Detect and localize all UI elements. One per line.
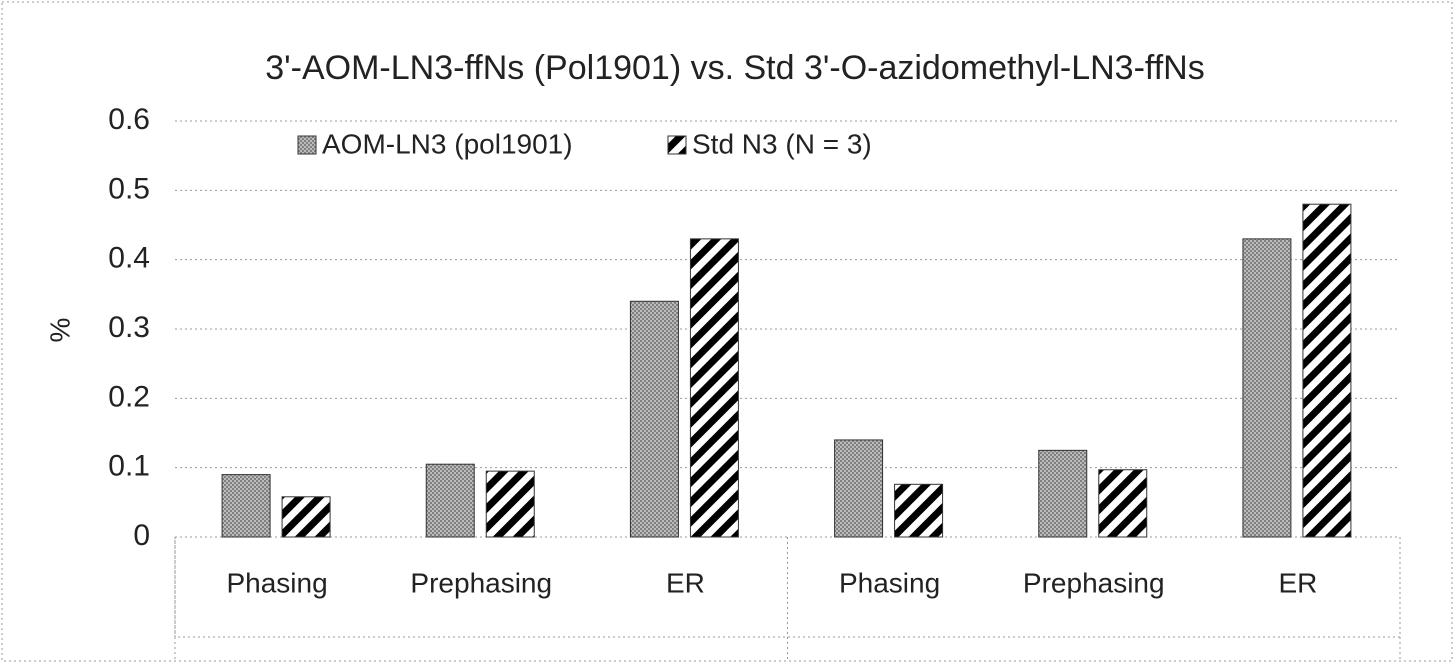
bar [1038,449,1088,538]
y-tick-label: 0.2 [108,380,150,413]
x-tick-label: Phasing [839,567,940,598]
y-tick-label: 0.1 [108,450,150,483]
chart-title: 3'-AOM-LN3-ffNs (Pol1901) vs. Std 3'-O-a… [265,49,1204,87]
legend-label: Std N3 (N = 3) [692,128,872,159]
bar [894,483,944,538]
bar [629,300,679,538]
x-tick-label: Phasing [226,567,327,598]
y-tick-label: 0.4 [108,242,150,275]
legend-label: AOM-LN3 (pol1901) [322,128,573,159]
y-tick-label: 0.6 [108,103,150,136]
y-tick-label: 0 [133,519,150,552]
bar [485,470,535,538]
x-tick-label: ER [666,567,705,598]
y-tick-label: 0.5 [108,172,150,205]
bar [221,474,271,538]
bar [1302,203,1352,538]
bar [834,439,884,538]
legend-swatch [297,135,317,155]
bar [689,238,739,538]
bar [425,463,475,538]
x-tick-label: ER [1278,567,1317,598]
y-tick-label: 0.3 [108,311,150,344]
bar [281,496,331,538]
bar [1242,238,1292,538]
x-tick-label: Prephasing [1023,567,1165,598]
y-axis-label: % [44,318,75,343]
legend-swatch [667,135,687,155]
x-tick-label: Prephasing [410,567,552,598]
bar [1098,469,1148,538]
